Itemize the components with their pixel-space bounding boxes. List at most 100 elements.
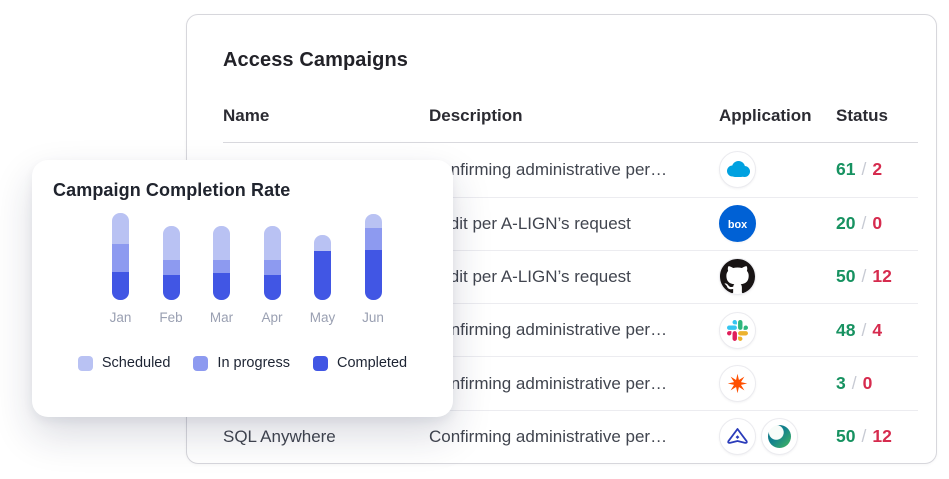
row-description: Confirming administrative per… xyxy=(429,373,668,393)
legend-item-scheduled: Scheduled xyxy=(77,355,171,371)
chart-bars xyxy=(112,212,382,300)
denied-count: 12 xyxy=(872,426,892,447)
box-icon: box xyxy=(719,205,756,243)
column-header-status: Status xyxy=(836,106,888,126)
bar-segment-in-progress xyxy=(162,260,180,275)
bar-segment-scheduled xyxy=(314,235,331,251)
sql-anywhere-eye-glyph xyxy=(727,427,748,444)
approved-count: 50 xyxy=(836,426,856,447)
row-description: Audit per A-LIGN’s request xyxy=(429,266,631,286)
table-row[interactable]: Confirming administrative per… 48 / xyxy=(223,303,918,356)
box-logo-glyph: box xyxy=(720,206,755,242)
chart-title: Campaign Completion Rate xyxy=(53,180,291,200)
stacked-bar xyxy=(263,226,281,300)
bar-column-jan xyxy=(112,213,129,300)
table-row[interactable]: Confirming administrative per… 3 / 0 xyxy=(223,356,918,409)
bar-column-mar xyxy=(213,226,230,300)
table-body: Confirming administrative per… 61 / xyxy=(223,143,918,463)
table-row[interactable]: Confirming administrative per… 61 / xyxy=(223,143,918,196)
bar-column-jun xyxy=(364,214,382,300)
row-status: 50 / 12 xyxy=(836,426,892,447)
legend-label: Completed xyxy=(336,355,408,371)
legend-item-in-progress: In progress xyxy=(193,355,290,371)
denied-count: 2 xyxy=(872,159,883,180)
approved-count: 20 xyxy=(836,213,856,234)
row-description: Confirming administrative per… xyxy=(429,426,668,446)
table-row[interactable]: SQL Anywhere Confirming administrative p… xyxy=(223,409,918,463)
table-header: Name Description Application Status xyxy=(223,72,918,144)
row-applications: box xyxy=(719,205,836,243)
stacked-bar-chart: Jan Feb Mar Apr May Jun xyxy=(110,212,384,325)
bar-segment-scheduled xyxy=(112,213,129,244)
row-applications xyxy=(719,258,836,296)
stacked-bar xyxy=(213,226,230,300)
legend-item-completed: Completed xyxy=(312,355,408,371)
row-description: Audit per A-LIGN’s request xyxy=(429,213,631,233)
bar-segment-completed xyxy=(263,275,281,300)
stacked-bar xyxy=(162,226,180,300)
x-axis-label: Mar xyxy=(209,310,234,325)
table-row[interactable]: Audit per A-LIGN’s request 50 / 12 xyxy=(223,249,918,303)
zapier-icon xyxy=(719,365,756,403)
row-applications xyxy=(719,311,836,349)
row-status: 48 / 4 xyxy=(836,320,882,341)
bar-segment-completed xyxy=(314,251,331,300)
salesforce-cloud-glyph xyxy=(726,161,750,178)
campaign-completion-card: Campaign Completion Rate Jan Feb Mar Apr May… xyxy=(32,160,453,417)
bar-column-may xyxy=(314,235,331,300)
legend-swatch xyxy=(312,355,328,371)
bar-segment-in-progress xyxy=(112,244,129,272)
teal-sphere-icon xyxy=(761,418,798,456)
card-title: Access Campaigns xyxy=(223,49,409,71)
bar-segment-in-progress xyxy=(263,260,281,275)
bar-segment-scheduled xyxy=(213,226,230,260)
row-applications xyxy=(719,365,836,403)
legend-swatch xyxy=(193,355,209,371)
bar-segment-scheduled xyxy=(364,214,382,228)
x-axis-label: May xyxy=(309,310,336,325)
salesforce-icon xyxy=(719,151,756,189)
row-description: Confirming administrative per… xyxy=(429,159,668,179)
row-description: Confirming administrative per… xyxy=(429,320,668,340)
status-separator: / xyxy=(851,373,857,394)
row-status: 61 / 2 xyxy=(836,159,882,180)
row-status: 20 / 0 xyxy=(836,213,882,234)
column-header-application: Application xyxy=(719,106,812,126)
stacked-bar xyxy=(364,214,382,300)
status-separator: / xyxy=(861,319,867,340)
status-separator: / xyxy=(861,213,867,234)
slack-icon xyxy=(719,311,756,349)
x-axis-label: Jun xyxy=(362,310,384,325)
slack-pinwheel-glyph xyxy=(727,319,748,341)
github-octocat-glyph xyxy=(720,259,755,294)
stacked-bar xyxy=(112,213,129,300)
bar-column-apr xyxy=(263,226,281,300)
status-separator: / xyxy=(861,266,867,287)
denied-count: 12 xyxy=(872,266,892,287)
bar-segment-in-progress xyxy=(213,260,230,273)
table-row[interactable]: Audit per A-LIGN’s request box 20 / 0 xyxy=(223,196,918,250)
bar-segment-scheduled xyxy=(162,226,180,260)
bar-segment-completed xyxy=(112,272,129,300)
legend-label: In progress xyxy=(217,355,290,371)
bar-segment-completed xyxy=(213,273,230,300)
sql-anywhere-icon xyxy=(719,418,756,456)
chart-legend: Scheduled In progress Completed xyxy=(32,355,453,371)
denied-count: 0 xyxy=(862,373,873,394)
denied-count: 0 xyxy=(872,213,883,234)
bar-segment-scheduled xyxy=(263,226,281,260)
row-applications xyxy=(719,418,836,456)
approved-count: 61 xyxy=(836,159,856,180)
column-header-description: Description xyxy=(429,106,523,126)
legend-swatch xyxy=(77,355,93,371)
chart-x-axis-labels: Jan Feb Mar Apr May Jun xyxy=(110,310,384,325)
zapier-asterisk-glyph xyxy=(727,373,748,394)
x-axis-label: Feb xyxy=(159,310,183,325)
x-axis-label: Apr xyxy=(261,310,283,325)
bar-segment-completed xyxy=(364,250,382,300)
stacked-bar xyxy=(314,235,331,300)
legend-label: Scheduled xyxy=(101,355,171,371)
row-status: 3 / 0 xyxy=(836,373,872,394)
column-header-name: Name xyxy=(223,106,270,126)
